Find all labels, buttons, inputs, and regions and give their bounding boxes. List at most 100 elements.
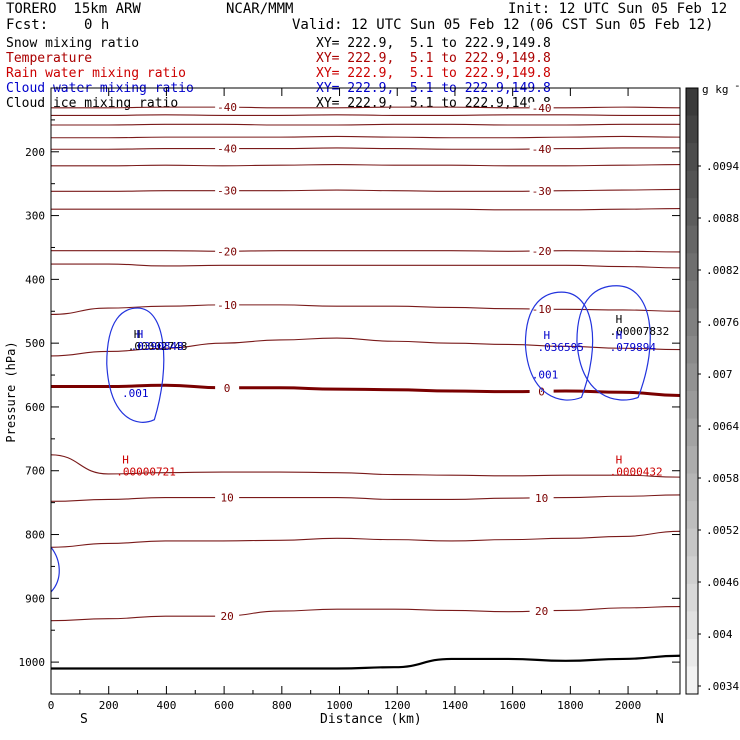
temperature-contour-line	[51, 250, 681, 253]
x-tick-label: 1400	[442, 699, 469, 712]
maximum-value: .001	[532, 369, 559, 382]
colorbar-label: .0076	[706, 316, 739, 329]
maximum-value: .00007832	[610, 325, 670, 338]
colorbar-frame	[685, 87, 699, 695]
temperature-contour-line	[50, 530, 681, 548]
contour-label-bg	[215, 491, 240, 504]
temperature-contour-line	[50, 454, 681, 478]
colorbar-unit-exponent: -1	[734, 79, 740, 92]
y-tick-label: 700	[25, 465, 45, 478]
colorbar-label: .0082	[706, 264, 739, 277]
colorbar-swatch	[686, 115, 698, 144]
contour-label: -40	[217, 143, 237, 156]
maximum-symbol: H	[616, 329, 623, 342]
field-temperature-name: Temperature	[6, 51, 93, 66]
contour-label: -40	[217, 101, 237, 114]
field-snow-name: Snow mixing ratio	[6, 36, 140, 51]
contour-label-bg	[215, 184, 240, 197]
contour-label: -10	[532, 303, 552, 316]
temperature-contour-line	[50, 123, 680, 126]
y-tick-label: 300	[25, 210, 45, 223]
colorbar-swatch	[686, 638, 698, 667]
field-temperature-xy: XY= 222.9, 5.1 to 222.9,149.8	[316, 51, 551, 66]
colorbar-swatch	[686, 391, 698, 420]
y-tick-label: 400	[25, 273, 45, 286]
contour-label-bg	[529, 184, 554, 197]
contour-label: -20	[217, 245, 237, 258]
plot-frame	[50, 87, 681, 695]
x-tick-label: 400	[156, 699, 176, 712]
temperature-contour-line	[51, 208, 681, 211]
colorbar-swatch	[686, 583, 698, 612]
y-tick-label: 1000	[19, 656, 46, 669]
model-title: TORERO 15km ARW	[6, 1, 141, 17]
temperature-contour-line	[50, 163, 681, 167]
colorbar-unit: g kg	[702, 83, 729, 96]
colorbar: .0094 .0088 .0082 .0076 .007 .0064 .0058 .0052.…	[685, 79, 740, 695]
maximum-value: .00000721	[116, 466, 176, 479]
maximum-value: .036595	[538, 341, 584, 354]
maxima-labels: H.00002748H.0390848.001H.036595.001H.000…	[116, 313, 669, 478]
temperature-contour-line	[51, 106, 681, 109]
y-axis-label: Pressure (hPa)	[4, 341, 18, 443]
contour-label-bg	[215, 381, 240, 394]
colorbar-swatch	[686, 666, 698, 695]
contour-label: 10	[220, 492, 233, 505]
x-tick-label: 1600	[499, 699, 526, 712]
contour-label-bg	[215, 101, 240, 114]
plot-axes: 0 200 400 600 800 1000 1200 1400 1600 1800 2000200…	[19, 87, 681, 712]
maximum-value: .079894	[610, 341, 657, 354]
x-tick-label: 1000	[326, 699, 353, 712]
x-tick-label: 1800	[557, 699, 584, 712]
colorbar-swatch	[686, 170, 698, 199]
colorbar-swatch	[686, 501, 698, 530]
cloud-water-contours	[50, 285, 651, 593]
temperature-contour-line	[51, 383, 681, 397]
y-tick-label: 800	[25, 529, 45, 542]
y-tick-label: 600	[25, 401, 45, 414]
contour-label: -30	[532, 185, 552, 198]
colorbar-swatch	[686, 143, 698, 172]
temperature-contour-line	[51, 263, 681, 269]
colorbar-label: .0052	[706, 524, 739, 537]
colorbar-swatch	[686, 611, 698, 640]
maximum-symbol: H	[134, 328, 141, 341]
colorbar-swatch	[686, 253, 698, 282]
y-tick-label: 500	[25, 337, 45, 350]
center-label: NCAR/MMM	[226, 1, 294, 17]
temperature-contour-line	[50, 606, 681, 622]
forecast-hour: 0 h	[84, 17, 110, 33]
contour-label: 0	[224, 382, 231, 395]
maximum-symbol: H	[616, 454, 623, 467]
contour-label: 10	[535, 492, 548, 505]
contour-label-bg	[215, 142, 240, 155]
colorbar-swatch	[686, 280, 698, 309]
maximum-value: .0000432	[610, 466, 663, 479]
colorbar-swatch	[686, 528, 698, 557]
init-time: Init: 12 UTC Sun 05 Feb 12	[508, 1, 728, 17]
y-tick-label: 200	[25, 146, 45, 159]
temperature-contour-line	[50, 114, 680, 116]
colorbar-swatch	[686, 198, 698, 227]
contour-label-bg	[529, 604, 554, 617]
x-tick-label: 2000	[615, 699, 642, 712]
valid-time: Valid: 12 UTC Sun 05 Feb 12 (06 CST Sun …	[292, 17, 714, 33]
x-axis-label: Distance (km)	[320, 712, 422, 727]
colorbar-swatch	[686, 473, 698, 502]
colorbar-label: .0046	[706, 576, 739, 589]
temperature-contour-line	[50, 188, 681, 192]
maximum-symbol: H	[137, 328, 144, 341]
temperature-contour-line	[50, 494, 681, 502]
cloud-water-contour	[524, 291, 594, 401]
contour-label: -40	[532, 102, 552, 115]
temperature-contours: -40 -40 -40 -40 -30 -30 -20 -20 -10 -10 0 0 10 10 20 20	[50, 101, 681, 670]
x-tick-label: 0	[48, 699, 55, 712]
temperature-contour-line	[51, 135, 681, 139]
forecast-label: Fcst:	[6, 17, 49, 33]
contour-label-bg	[215, 298, 240, 311]
contour-label-bg	[215, 609, 240, 622]
x-tick-label: 1200	[384, 699, 411, 712]
north-endpoint: N	[656, 712, 664, 727]
field-rain-xy: XY= 222.9, 5.1 to 222.9,149.8	[316, 66, 551, 81]
